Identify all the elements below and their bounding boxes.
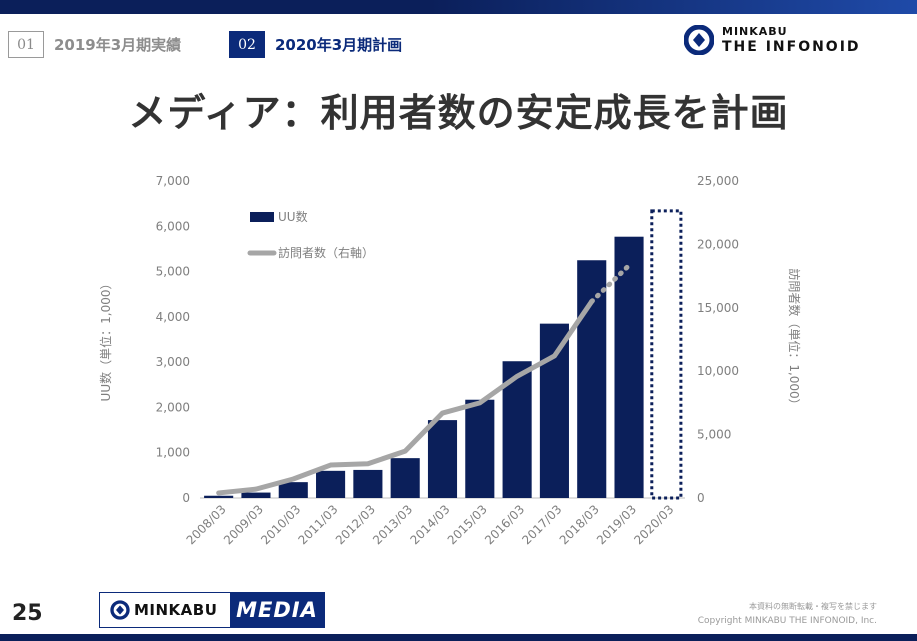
x-tick-label: 2012/03 [333,502,378,547]
page-number: 25 [12,601,43,626]
brand-right-text: MEDIA [236,598,318,622]
tab-fy2019-results[interactable]: 01 2019年3月期実績 [8,31,181,58]
x-tick-label: 2010/03 [258,502,303,547]
copy-notice: 本資料の無断転載・複写を禁じます [749,602,877,611]
right-tick-label: 5,000 [697,428,731,442]
tab-number: 01 [8,31,44,58]
legend-bar-swatch [250,212,274,222]
x-tick-label: 2014/03 [407,502,452,547]
page-title: メディア：利用者数の安定成長を計画 [128,91,789,135]
tab-fy2020-plan[interactable]: 02 2020年3月期計画 [229,31,402,58]
left-tick-label: 4,000 [156,310,190,324]
left-axis-title: UU数（単位：1,000） [98,278,113,402]
right-tick-label: 20,000 [697,237,739,251]
logo-mark-icon [684,25,714,55]
bottom-bar [0,634,917,641]
bar [316,470,346,498]
bar [204,495,234,498]
logo-line1: MINKABU [722,25,788,38]
right-tick-label: 25,000 [697,174,739,188]
bar [539,323,569,498]
visitors-plan-line [589,260,634,304]
tab-label: 2020年3月期計画 [275,36,403,54]
left-tick-label: 2,000 [156,400,190,414]
x-tick-label: 2020/03 [631,502,676,547]
x-tick-label: 2018/03 [557,502,602,547]
left-tick-label: 6,000 [156,219,190,233]
x-tick-label: 2019/03 [594,502,639,547]
right-tick-label: 0 [697,491,705,505]
left-tick-label: 5,000 [156,265,190,279]
x-tick-label: 2013/03 [370,502,415,547]
bar [278,482,308,498]
legend-bar-label: UU数 [278,209,308,224]
tab-number: 02 [229,31,265,58]
bar [577,260,607,498]
bar [465,399,495,498]
x-tick-label: 2017/03 [519,502,564,547]
x-tick-label: 2009/03 [221,502,266,547]
copyright-block: 本資料の無断転載・複写を禁じます Copyright MINKABU THE I… [698,601,877,626]
minkabu-media-brand: MINKABU MEDIA [99,592,325,628]
copyright-text: Copyright MINKABU THE INFONOID, Inc. [697,616,877,626]
left-tick-label: 3,000 [156,355,190,369]
right-tick-label: 10,000 [697,364,739,378]
bar [241,492,271,498]
left-tick-label: 7,000 [156,174,190,188]
left-tick-label: 1,000 [156,446,190,460]
x-tick-label: 2011/03 [296,502,341,547]
bar [353,469,383,498]
brand-logo-icon [110,600,130,620]
brand-left-text: MINKABU [134,601,218,619]
uu-visitors-chart: 0 1,000 2,000 3,000 4,000 5,000 6,000 7,000 0 5,0… [98,174,802,547]
visitors-line [216,298,595,496]
bar [390,458,420,498]
plan-bar [650,209,683,500]
top-bar-accent [430,0,917,14]
bar [614,236,644,499]
x-tick-label: 2008/03 [184,502,229,547]
legend-line-label: 訪問者数（右軸） [278,245,374,260]
left-tick-label: 0 [182,491,190,505]
logo-line2: THE INFONOID [722,39,861,55]
right-axis-title: 訪問者数（単位：1,000） [787,268,802,410]
tab-label: 2019年3月期実績 [54,36,182,54]
company-logo: MINKABU THE INFONOID [684,25,861,55]
right-tick-label: 15,000 [697,301,739,315]
bar [427,420,458,498]
x-tick-label: 2015/03 [445,502,490,547]
x-tick-label: 2016/03 [482,502,527,547]
